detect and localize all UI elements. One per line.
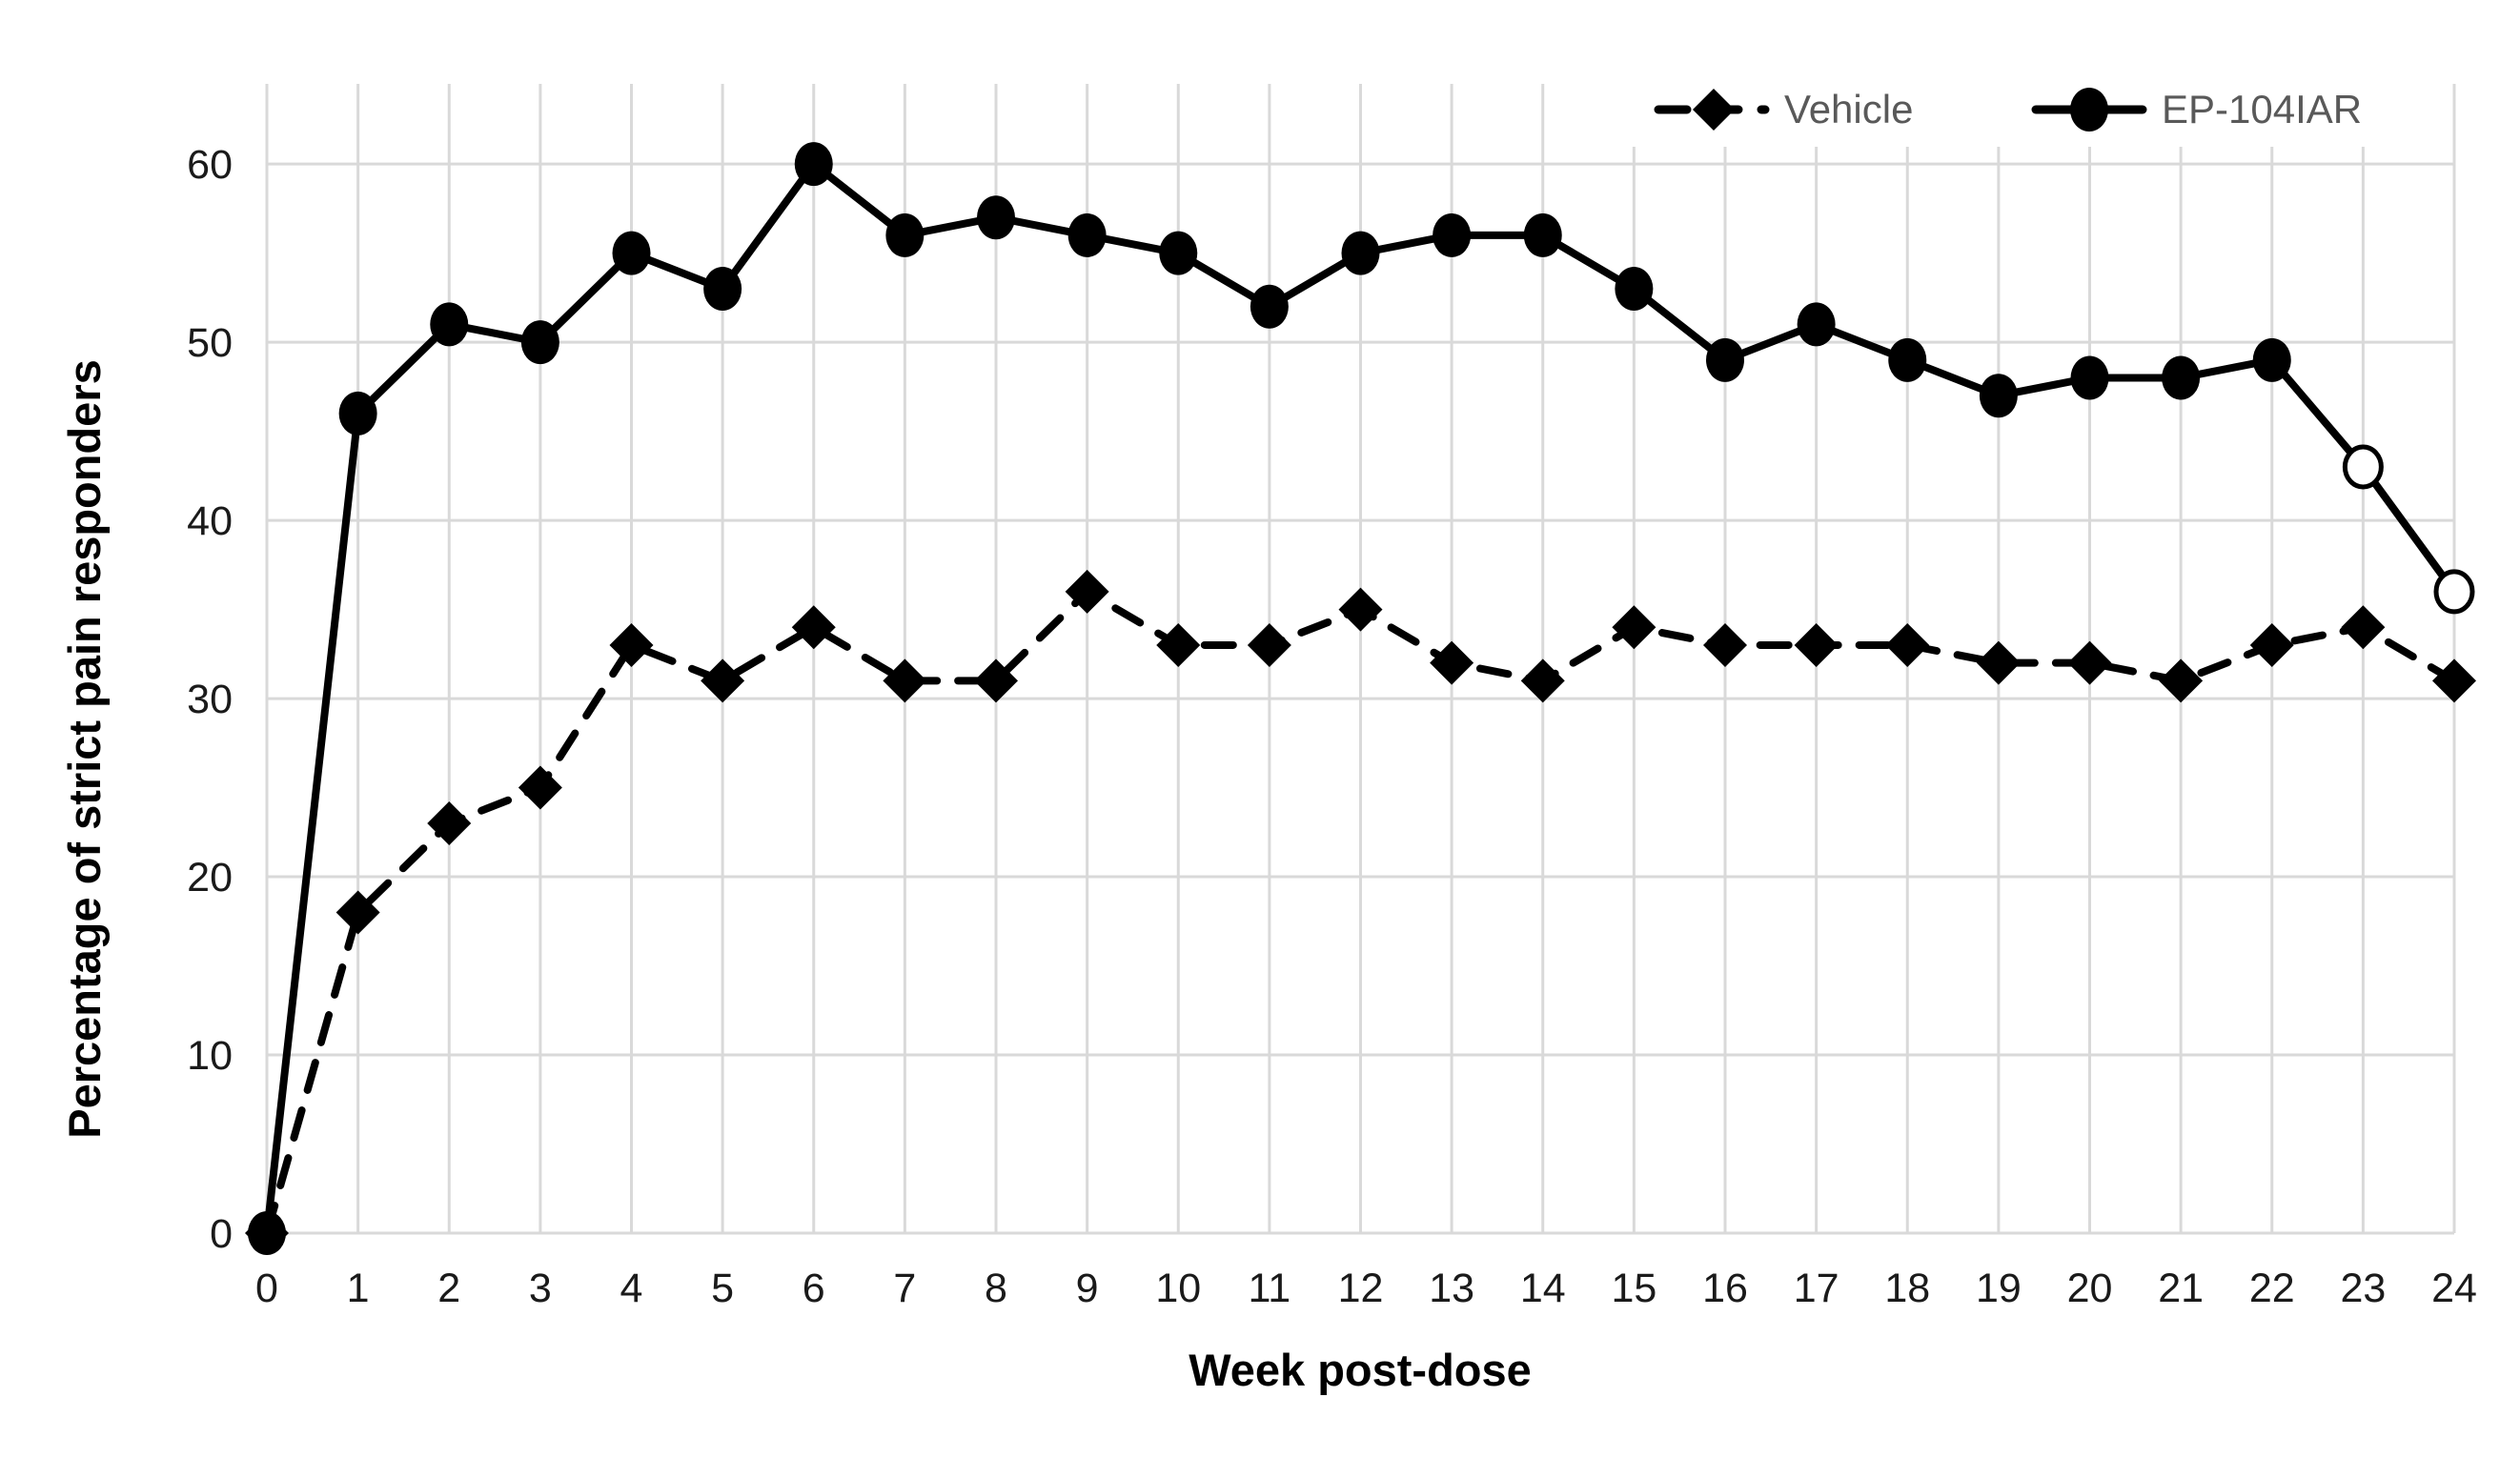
- x-tick-label: 21: [2158, 1266, 2204, 1311]
- x-tick-label: 17: [1794, 1266, 1839, 1311]
- x-tick-label: 8: [985, 1266, 1007, 1311]
- data-marker-ep-104iar: [1888, 337, 1927, 382]
- legend-background: [1632, 59, 2419, 147]
- data-marker-vehicle: [1703, 622, 1747, 667]
- data-marker-vehicle: [1885, 622, 1930, 667]
- x-tick-label: 3: [529, 1266, 552, 1311]
- series-ep-104iar: [248, 142, 2475, 1255]
- data-marker-ep-104iar: [1250, 284, 1289, 329]
- y-tick-label: 10: [187, 1033, 233, 1079]
- data-marker-ep-104iar: [612, 231, 651, 275]
- data-marker-vehicle: [2067, 640, 2112, 685]
- x-tick-label: 5: [711, 1266, 734, 1311]
- x-tick-label: 18: [1884, 1266, 1930, 1311]
- data-marker-vehicle: [701, 658, 745, 703]
- x-tick-label: 14: [1520, 1266, 1566, 1311]
- x-tick-label: 4: [620, 1266, 643, 1311]
- x-tick-label: 15: [1611, 1266, 1656, 1311]
- data-marker-ep-104iar: [1797, 302, 1836, 347]
- x-tick-label: 7: [893, 1266, 916, 1311]
- x-tick-label: 2: [437, 1266, 460, 1311]
- data-marker-ep-104iar: [2162, 355, 2201, 400]
- data-marker-vehicle: [1065, 569, 1109, 614]
- x-tick-label: 23: [2340, 1266, 2386, 1311]
- data-marker-vehicle: [1520, 658, 1565, 703]
- data-marker-ep-104iar: [2252, 337, 2291, 382]
- legend-marker-vehicle: [1693, 89, 1735, 131]
- data-marker-ep-104iar: [338, 391, 377, 435]
- x-tick-label: 10: [1155, 1266, 1201, 1311]
- legend-label-vehicle: Vehicle: [1784, 87, 1913, 132]
- data-marker-ep-104iar: [1341, 231, 1380, 275]
- data-marker-vehicle: [335, 890, 380, 935]
- data-marker-ep-104iar: [1433, 213, 1472, 257]
- data-marker-ep-104iar: [2342, 444, 2384, 490]
- data-marker-ep-104iar: [1615, 267, 1654, 312]
- x-tick-label: 9: [1076, 1266, 1099, 1311]
- data-marker-ep-104iar: [520, 320, 559, 365]
- x-tick-label: 1: [347, 1266, 370, 1311]
- data-marker-ep-104iar: [2433, 569, 2475, 615]
- x-axis-title: Week post-dose: [1189, 1345, 1532, 1395]
- y-tick-label: 30: [187, 677, 233, 722]
- data-marker-vehicle: [1976, 640, 2021, 685]
- series-layer: [245, 142, 2476, 1255]
- x-tick-label: 12: [1338, 1266, 1384, 1311]
- data-marker-ep-104iar: [1523, 213, 1562, 257]
- data-marker-vehicle: [2249, 622, 2294, 667]
- data-marker-ep-104iar: [2070, 355, 2109, 400]
- legend-label-ep-104iar: EP-104IAR: [2162, 87, 2362, 132]
- data-marker-ep-104iar: [703, 267, 742, 312]
- data-marker-ep-104iar: [794, 142, 833, 187]
- data-marker-vehicle: [974, 658, 1018, 703]
- data-marker-vehicle: [1156, 622, 1201, 667]
- x-tick-label: 24: [2431, 1266, 2477, 1311]
- y-tick-label: 40: [187, 498, 233, 544]
- data-marker-ep-104iar: [430, 302, 469, 347]
- data-marker-ep-104iar: [885, 213, 925, 257]
- x-tick-label: 11: [1249, 1266, 1291, 1311]
- data-marker-ep-104iar: [977, 195, 1015, 240]
- x-tick-label: 19: [1976, 1266, 2022, 1311]
- data-marker-ep-104iar: [1159, 231, 1198, 275]
- data-marker-vehicle: [1338, 587, 1383, 632]
- data-marker-vehicle: [1430, 640, 1474, 685]
- series-vehicle: [245, 569, 2476, 1255]
- data-marker-vehicle: [791, 605, 836, 650]
- y-tick-label: 20: [187, 855, 233, 901]
- legend-marker-ep-104iar: [2070, 88, 2108, 132]
- data-marker-vehicle: [2341, 605, 2386, 650]
- y-axis-tick-labels: 0 10 20 30 40 50 60: [187, 142, 233, 1257]
- data-marker-vehicle: [609, 622, 654, 667]
- x-tick-label: 16: [1702, 1266, 1748, 1311]
- x-tick-label: 20: [2067, 1266, 2113, 1311]
- data-marker-vehicle: [1794, 622, 1839, 667]
- data-marker-vehicle: [1612, 605, 1656, 650]
- y-axis-title: Percentage of strict pain responders: [59, 359, 110, 1139]
- data-marker-vehicle: [518, 765, 562, 810]
- data-marker-ep-104iar: [1706, 337, 1744, 382]
- data-marker-vehicle: [245, 1211, 289, 1255]
- x-axis-tick-labels: 0 1 2 3 4 5 6 7 8 9 10 11 12 13 14 15 16 17 18 19 20 21 22 23 24: [255, 1266, 2477, 1311]
- x-tick-label: 13: [1429, 1266, 1474, 1311]
- data-marker-ep-104iar: [1979, 374, 2018, 418]
- legend: Vehicle EP-104IAR: [1632, 59, 2419, 147]
- x-tick-label: 0: [255, 1266, 278, 1311]
- y-tick-label: 0: [210, 1211, 233, 1257]
- data-marker-vehicle: [2432, 658, 2476, 703]
- legend-item-ep-104iar: EP-104IAR: [2031, 87, 2362, 132]
- data-marker-ep-104iar: [1067, 213, 1107, 257]
- data-marker-vehicle: [427, 800, 472, 845]
- x-tick-label: 22: [2249, 1266, 2295, 1311]
- legend-item-vehicle: Vehicle: [1654, 87, 1913, 132]
- data-marker-vehicle: [2159, 658, 2204, 703]
- y-tick-label: 50: [187, 320, 233, 366]
- data-marker-vehicle: [1247, 622, 1291, 667]
- data-marker-vehicle: [883, 658, 927, 703]
- x-tick-label: 6: [803, 1266, 825, 1311]
- y-tick-label: 60: [187, 142, 233, 188]
